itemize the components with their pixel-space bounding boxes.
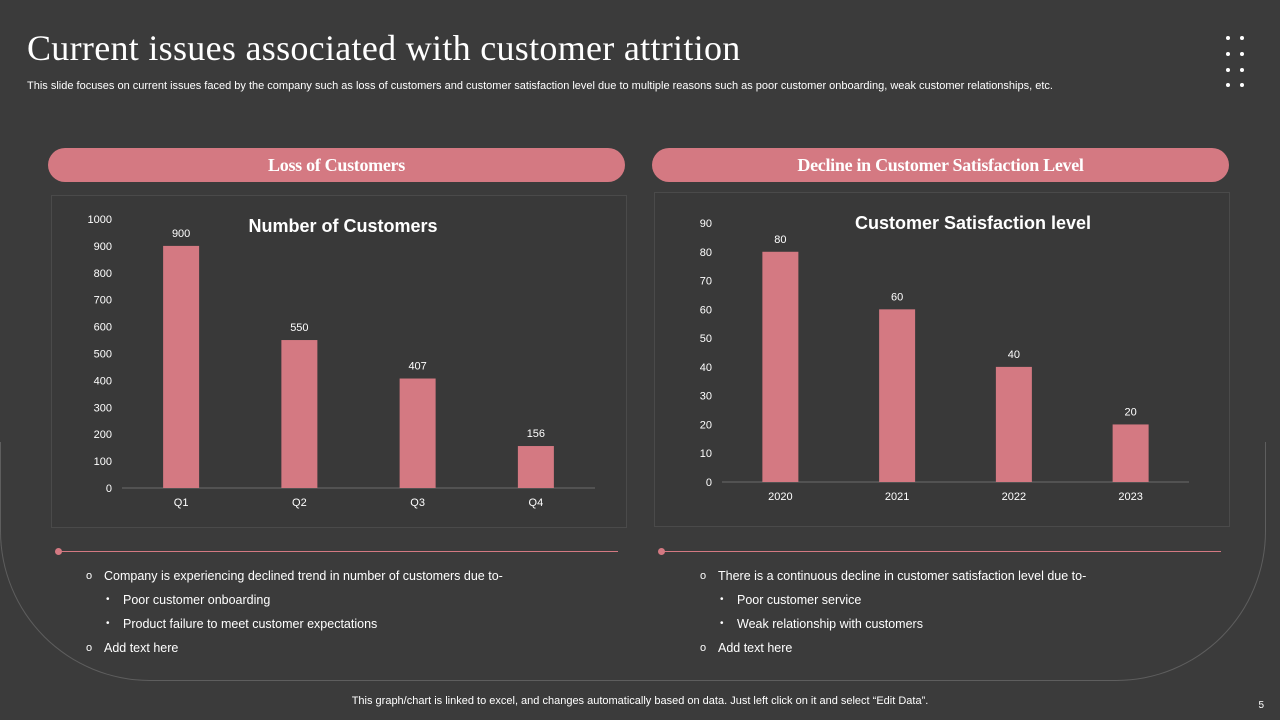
customers-x-tick-label: Q3 [410, 497, 425, 509]
customers-data-label: 900 [172, 228, 190, 240]
customers-y-tick-label: 900 [94, 241, 112, 253]
satisfaction-y-tick-label: 40 [700, 362, 712, 374]
satisfaction-x-tick-label: 2022 [1002, 491, 1026, 503]
customers-y-tick-label: 700 [94, 295, 112, 307]
satisfaction-bar [879, 309, 916, 482]
customers-y-tick-label: 200 [94, 429, 112, 441]
customers-data-label: 550 [290, 322, 308, 334]
right-separator-dot [658, 548, 665, 555]
page-title: Current issues associated with customer … [27, 28, 741, 68]
left-separator-line [60, 551, 618, 552]
customers-bar [517, 446, 554, 488]
footnote: This graph/chart is linked to excel, and… [351, 695, 929, 707]
customers-x-tick-label: Q1 [174, 497, 189, 509]
customers-y-tick-label: 300 [94, 402, 112, 414]
right-separator-line [663, 551, 1221, 552]
satisfaction-decline-heading: Decline in Customer Satisfaction Level [652, 148, 1229, 182]
menu-dots-icon [1226, 36, 1248, 90]
satisfaction-data-label: 60 [891, 291, 903, 303]
satisfaction-y-tick-label: 20 [700, 419, 712, 431]
satisfaction-y-tick-label: 90 [700, 218, 712, 230]
satisfaction-x-tick-label: 2021 [885, 491, 909, 503]
customers-chart[interactable]: Number of Customers 0 100 200 300 400 500 600 70… [51, 195, 627, 528]
customers-chart-svg: Number of Customers 0 100 200 300 400 500 600 70… [88, 214, 595, 509]
customers-y-tick-label: 500 [94, 349, 112, 361]
satisfaction-bar [1112, 424, 1149, 482]
customers-data-label: 407 [408, 361, 426, 373]
customers-y-tick-label: 0 [106, 483, 112, 495]
loss-of-customers-heading: Loss of Customers [48, 148, 625, 182]
customers-x-tick-label: Q2 [292, 497, 307, 509]
customers-x-tick-label: Q4 [529, 497, 544, 509]
page-subtitle: This slide focuses on current issues fac… [27, 80, 1053, 92]
satisfaction-y-tick-label: 0 [706, 477, 712, 489]
satisfaction-chart-svg: Customer Satisfaction level 0 10 20 30 40 50 60… [700, 213, 1189, 503]
left-separator-dot [55, 548, 62, 555]
customers-y-tick-label: 1000 [88, 214, 112, 226]
satisfaction-y-tick-label: 60 [700, 304, 712, 316]
satisfaction-x-tick-label: 2023 [1118, 491, 1142, 503]
satisfaction-data-label: 20 [1125, 406, 1137, 418]
satisfaction-y-tick-label: 30 [700, 391, 712, 403]
satisfaction-bar [762, 251, 799, 482]
satisfaction-y-tick-label: 50 [700, 333, 712, 345]
customers-y-tick-label: 600 [94, 322, 112, 334]
customers-data-label: 156 [527, 428, 545, 440]
customers-y-tick-label: 100 [94, 456, 112, 468]
page-number: 5 [1258, 700, 1264, 711]
customers-bar [163, 245, 200, 488]
satisfaction-y-tick-label: 70 [700, 276, 712, 288]
satisfaction-data-label: 80 [774, 234, 786, 246]
satisfaction-title: Customer Satisfaction level [855, 213, 1091, 233]
customers-title: Number of Customers [248, 216, 437, 236]
customers-bar [399, 378, 436, 488]
satisfaction-y-tick-label: 80 [700, 247, 712, 259]
satisfaction-x-tick-label: 2020 [768, 491, 792, 503]
customers-y-tick-label: 800 [94, 268, 112, 280]
customers-bar [281, 340, 318, 488]
satisfaction-data-label: 40 [1008, 349, 1020, 361]
satisfaction-chart[interactable]: Customer Satisfaction level 0 10 20 30 40 50 60… [654, 192, 1230, 527]
satisfaction-y-tick-label: 10 [700, 448, 712, 460]
customers-y-tick-label: 400 [94, 375, 112, 387]
satisfaction-bar [995, 366, 1032, 482]
